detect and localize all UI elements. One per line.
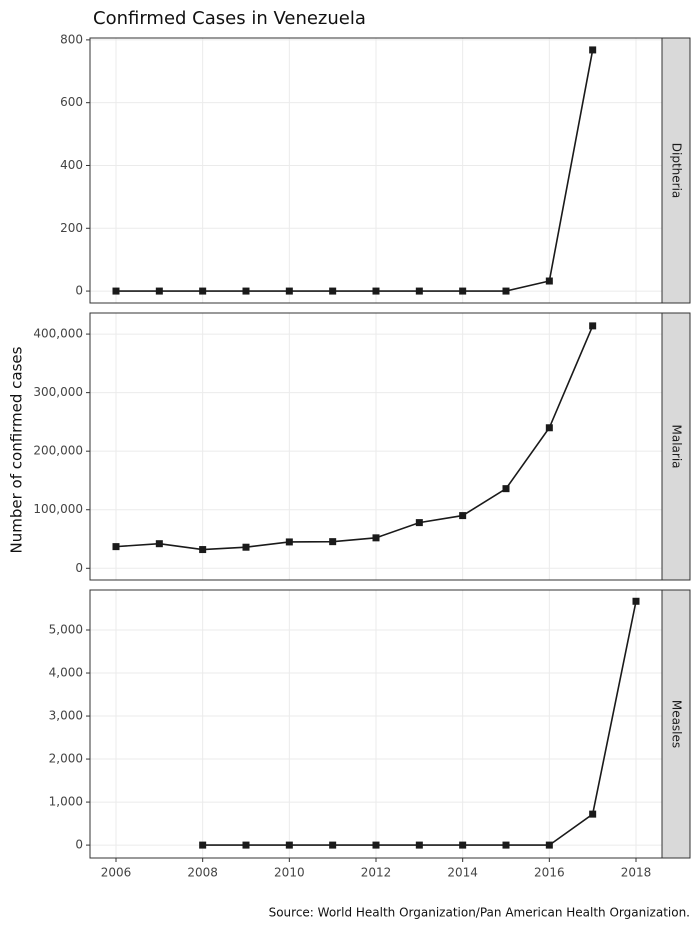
- point: [589, 46, 597, 54]
- point: [242, 543, 250, 551]
- y-tick-label: 0: [75, 284, 83, 298]
- x-tick-label: 2016: [534, 866, 565, 880]
- point: [589, 810, 597, 818]
- facet-label: Measles: [670, 700, 684, 748]
- point: [285, 841, 293, 849]
- x-tick-label: 2014: [447, 866, 478, 880]
- y-tick-label: 800: [60, 32, 83, 46]
- x-tick-label: 2012: [361, 866, 392, 880]
- point: [155, 287, 163, 295]
- point: [199, 841, 207, 849]
- y-tick-label: 5,000: [49, 623, 83, 637]
- point: [415, 287, 423, 295]
- point: [329, 538, 337, 546]
- point: [502, 287, 510, 295]
- point: [459, 841, 467, 849]
- point: [372, 534, 380, 542]
- y-tick-label: 0: [75, 838, 83, 852]
- point: [545, 424, 553, 432]
- point: [545, 841, 553, 849]
- series-line: [116, 49, 594, 292]
- point: [502, 485, 510, 493]
- y-tick-label: 0: [75, 561, 83, 575]
- y-tick-label: 200,000: [33, 444, 83, 458]
- y-tick-label: 3,000: [49, 709, 83, 723]
- point: [199, 287, 207, 295]
- x-tick-label: 2008: [187, 866, 218, 880]
- point: [199, 546, 207, 554]
- point: [459, 287, 467, 295]
- facet-label: Malaria: [670, 424, 684, 468]
- facet-strip: [661, 312, 691, 581]
- point: [632, 597, 640, 605]
- point: [112, 543, 120, 551]
- point: [459, 512, 467, 520]
- point: [502, 841, 510, 849]
- series-line: [115, 325, 594, 551]
- y-tick-label: 300,000: [33, 385, 83, 399]
- y-tick-label: 600: [60, 95, 83, 109]
- point: [329, 287, 337, 295]
- point: [329, 841, 337, 849]
- point: [415, 841, 423, 849]
- point: [242, 287, 250, 295]
- source-note: Source: World Health Organization/Pan Am…: [269, 906, 690, 920]
- y-tick-label: 100,000: [33, 502, 83, 516]
- x-tick-label: 2010: [274, 866, 305, 880]
- y-tick-label: 2,000: [49, 752, 83, 766]
- point: [372, 287, 380, 295]
- point: [415, 519, 423, 527]
- x-tick-label: 2018: [621, 866, 652, 880]
- y-tick-label: 400,000: [33, 327, 83, 341]
- chart-title: Confirmed Cases in Venezuela: [93, 8, 366, 29]
- point: [242, 841, 250, 849]
- facet-label: Diptheria: [670, 143, 684, 199]
- facet-strip: [661, 589, 691, 859]
- point: [545, 277, 553, 285]
- y-tick-label: 1,000: [49, 795, 83, 809]
- point: [112, 287, 120, 295]
- y-axis-label: Number of confirmed cases: [8, 346, 26, 553]
- y-tick-label: 4,000: [49, 666, 83, 680]
- point: [285, 538, 293, 546]
- y-tick-label: 400: [60, 158, 83, 172]
- point: [155, 540, 163, 548]
- point: [285, 287, 293, 295]
- facet-strip: [661, 37, 691, 304]
- point: [372, 841, 380, 849]
- x-tick-label: 2006: [101, 866, 132, 880]
- point: [589, 322, 597, 330]
- y-tick-label: 200: [60, 221, 83, 235]
